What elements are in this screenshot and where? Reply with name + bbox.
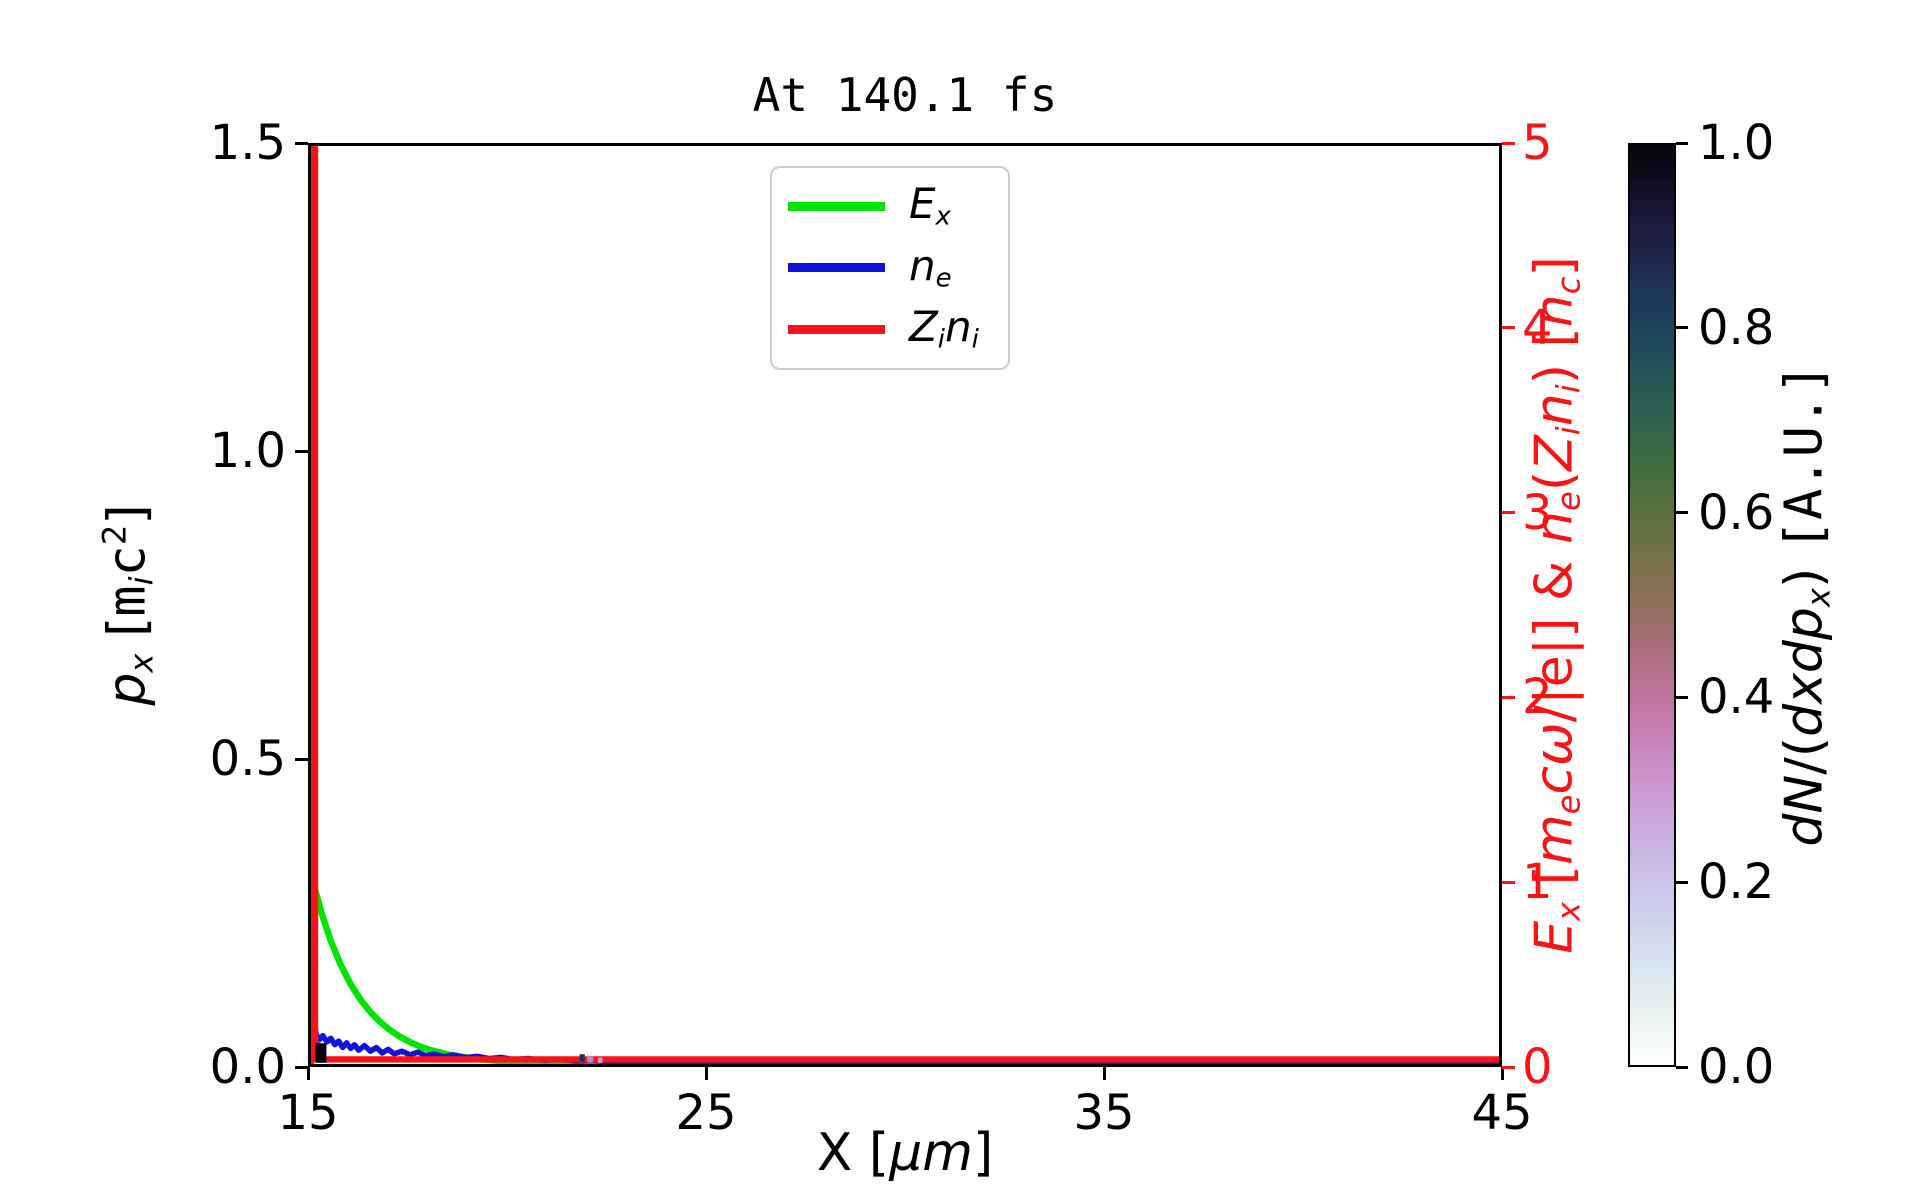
y-left-tick-mark bbox=[295, 449, 308, 453]
colorbar-tick-mark bbox=[1676, 141, 1688, 145]
y-right-tick-label: 1 bbox=[1522, 854, 1553, 911]
y-right-tick-mark bbox=[1502, 1065, 1515, 1069]
legend: Ex ne Zini bbox=[770, 166, 1010, 370]
y-right-tick-mark bbox=[1502, 326, 1515, 330]
legend-label: Ex bbox=[909, 179, 951, 232]
colorbar-tick-label: 0.4 bbox=[1698, 669, 1775, 726]
colorbar-label: dN/(dxdpx) [A.U.] bbox=[1774, 363, 1838, 847]
colorbar-tick-label: 0.0 bbox=[1698, 1039, 1775, 1095]
y-left-tick-mark bbox=[295, 141, 308, 145]
legend-item-ex: Ex bbox=[788, 183, 1008, 230]
colorbar-tick-label: 0.2 bbox=[1698, 854, 1775, 911]
y-left-tick-label: 1.5 bbox=[209, 115, 286, 171]
plot-title: At 140.1 fs bbox=[752, 68, 1058, 122]
x-tick-mark bbox=[704, 1067, 708, 1080]
y-right-axis-label: Ex [mecω/|e|] & ne(Zini) [nc] bbox=[1524, 256, 1588, 954]
plot-canvas bbox=[311, 146, 1499, 1064]
colorbar-tick-mark bbox=[1676, 511, 1688, 515]
x-tick-mark bbox=[1102, 1067, 1106, 1080]
legend-label: Zini bbox=[909, 302, 979, 355]
legend-swatch bbox=[788, 202, 885, 212]
colorbar-tick-mark bbox=[1676, 880, 1688, 884]
colorbar-gradient bbox=[1628, 143, 1676, 1067]
y-right-tick-label: 0 bbox=[1522, 1039, 1553, 1095]
y-right-tick-label: 2 bbox=[1522, 669, 1553, 726]
y-right-tick-mark bbox=[1502, 141, 1515, 145]
x-tick-mark bbox=[1500, 1067, 1504, 1080]
legend-item-ne: ne bbox=[788, 240, 1008, 294]
phase-space-point bbox=[597, 1057, 603, 1064]
y-left-tick-label: 1.0 bbox=[209, 423, 286, 479]
x-tick-label: 35 bbox=[1073, 1085, 1135, 1141]
x-tick-label: 25 bbox=[675, 1085, 737, 1141]
y-right-tick-label: 3 bbox=[1522, 484, 1553, 541]
colorbar-tick-mark bbox=[1676, 695, 1688, 699]
x-axis-label: X [μm] bbox=[816, 1123, 994, 1183]
phase-space-point bbox=[587, 1055, 594, 1063]
y-right-tick-mark bbox=[1502, 511, 1515, 515]
legend-swatch bbox=[788, 324, 885, 334]
x-tick-label: 15 bbox=[277, 1085, 339, 1141]
legend-swatch bbox=[788, 263, 885, 273]
y-left-tick-mark bbox=[295, 1065, 308, 1069]
colorbar-tick-label: 0.8 bbox=[1698, 299, 1775, 356]
y-left-tick-label: 0.5 bbox=[209, 731, 286, 787]
colorbar-tick-label: 0.6 bbox=[1698, 484, 1775, 541]
y-right-tick-label: 4 bbox=[1522, 299, 1553, 356]
y-left-tick-mark bbox=[295, 757, 308, 761]
phase-space-point bbox=[315, 1043, 327, 1063]
colorbar-tick-mark bbox=[1676, 1065, 1688, 1069]
legend-label: ne bbox=[909, 240, 952, 294]
y-right-tick-mark bbox=[1502, 880, 1515, 884]
y-left-axis-label: px [mic2] bbox=[95, 504, 161, 706]
x-tick-mark bbox=[306, 1067, 310, 1080]
colorbar-tick-mark bbox=[1676, 326, 1688, 330]
y-right-tick-label: 5 bbox=[1522, 115, 1553, 171]
x-tick-label: 45 bbox=[1471, 1085, 1533, 1141]
y-right-tick-mark bbox=[1502, 695, 1515, 699]
y-left-tick-label: 0.0 bbox=[209, 1039, 286, 1095]
phase-space-point bbox=[579, 1054, 585, 1062]
ex-curve bbox=[311, 886, 1499, 1064]
ne-curve bbox=[311, 984, 1499, 1064]
zini-curve bbox=[311, 146, 1499, 1064]
colorbar-tick-label: 1.0 bbox=[1698, 115, 1775, 171]
legend-item-zini: Zini bbox=[788, 306, 1008, 353]
